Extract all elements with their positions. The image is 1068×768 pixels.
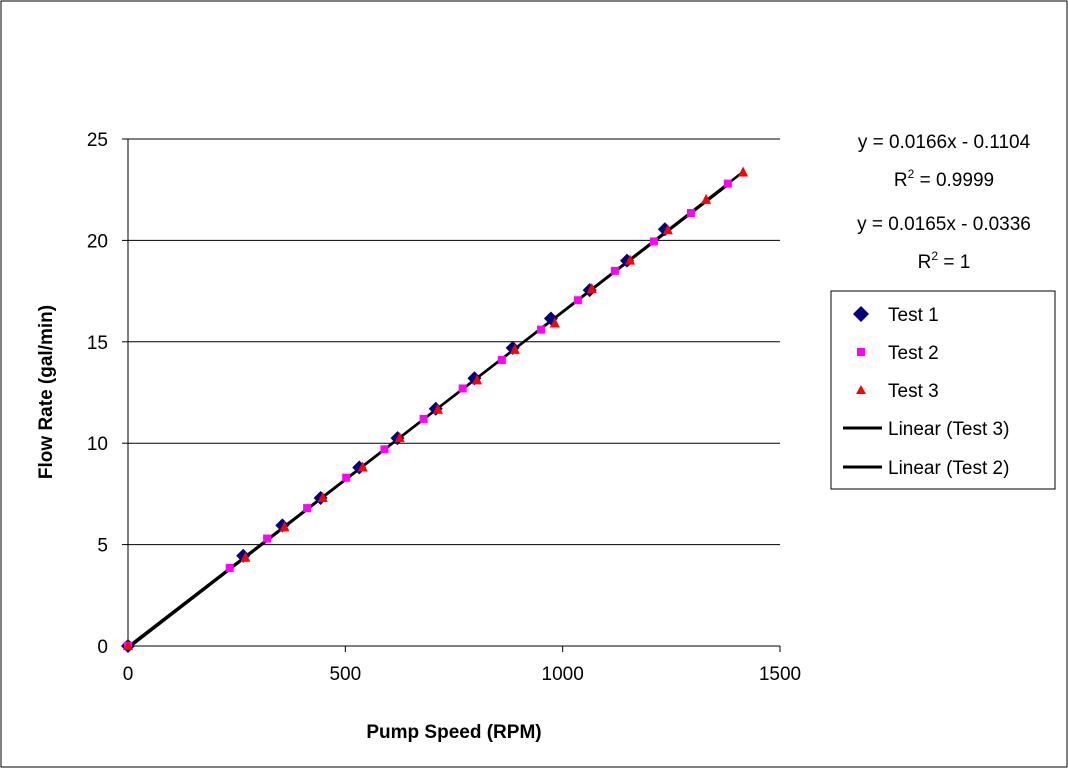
test3-point [586, 283, 597, 294]
test3-point [317, 491, 328, 502]
r2-value-1: = 0.9999 [914, 170, 994, 191]
test2-point [723, 179, 732, 188]
r2-prefix-1: R [894, 170, 908, 191]
test2-point [263, 534, 272, 543]
y-tick-label: 0 [97, 637, 108, 658]
test2-point [225, 563, 234, 572]
r2-prefix-2: R [918, 252, 932, 273]
test3-point [279, 521, 290, 532]
test2-point [303, 504, 312, 513]
legend-linear-test3-label: Linear (Test 3) [888, 419, 1009, 440]
test2-point [380, 445, 389, 454]
x-tick-label: 1000 [542, 664, 584, 685]
legend-test2-label: Test 2 [888, 343, 939, 364]
x-axis-title: Pump Speed (RPM) [366, 722, 541, 743]
trendline-r2-1: R2 = 0.9999 [894, 167, 994, 191]
legend-test2-marker [857, 348, 865, 356]
data-markers [121, 166, 749, 653]
test2-point [458, 384, 467, 393]
test3-point [240, 551, 251, 562]
test3-point [123, 640, 133, 650]
test2-point [610, 266, 619, 275]
y-tick-label: 20 [87, 231, 108, 252]
gridlines [128, 138, 780, 546]
test2-point [536, 325, 545, 334]
y-tick-label: 15 [87, 333, 108, 354]
x-tick-label: 0 [123, 664, 134, 685]
legend-test1-label: Test 1 [888, 305, 939, 326]
legend-test1-marker [853, 306, 869, 322]
y-tick-label: 10 [87, 434, 108, 455]
trendline-equation-1: y = 0.0166x - 0.1104 [858, 132, 1031, 153]
r2-exponent-2: 2 [931, 249, 938, 263]
test3-point [357, 461, 368, 472]
y-tick-label: 5 [97, 536, 108, 557]
test3-point [394, 432, 405, 443]
test3-point [701, 193, 712, 204]
test3-point [662, 224, 673, 235]
test3-point [432, 403, 443, 414]
legend: Test 1 Test 2 Test 3 Linear (Test 3) Lin… [830, 290, 1056, 490]
trendline-equation-2: y = 0.0165x - 0.0336 [857, 214, 1031, 235]
test3-point [625, 254, 636, 265]
tick-labels: 0 5 10 15 20 25 0 500 1000 1500 [87, 130, 801, 685]
test2-point [573, 296, 582, 305]
test3-point [549, 317, 560, 328]
x-tick-label: 1500 [759, 664, 801, 685]
test3-point [509, 343, 520, 354]
test3-point [738, 166, 749, 177]
test2-point [649, 237, 658, 246]
legend-test3-label: Test 3 [888, 381, 939, 402]
test2-point [342, 473, 351, 482]
r2-value-2: = 1 [938, 252, 970, 273]
test3-point [472, 374, 483, 385]
legend-box [830, 290, 1056, 490]
trendline-r2-2: R2 = 1 [918, 249, 971, 273]
r2-exponent-1: 2 [908, 167, 915, 181]
test2-point [419, 414, 428, 423]
test2-point [497, 356, 506, 365]
x-tick-label: 500 [329, 664, 361, 685]
y-axis-title: Flow Rate (gal/min) [36, 305, 57, 479]
test2-point [686, 209, 695, 218]
legend-linear-test2-label: Linear (Test 2) [888, 458, 1009, 479]
y-tick-label: 25 [87, 130, 108, 151]
legend-test3-marker [856, 385, 866, 394]
